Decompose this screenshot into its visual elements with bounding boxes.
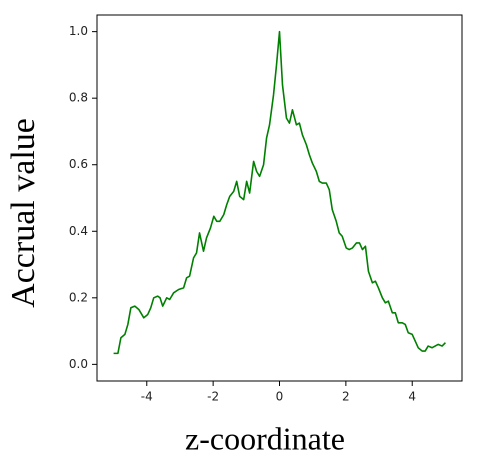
y-tick-label: 1.0: [69, 24, 88, 38]
y-axis-label: Accrual value: [5, 118, 42, 308]
y-tick-label: 0.2: [69, 290, 88, 304]
plot-frame: [96, 14, 463, 382]
x-tick-label: 2: [342, 390, 350, 404]
x-tick-label: 0: [276, 390, 284, 404]
x-tick-label: -4: [141, 390, 153, 404]
y-tick-label: 0.8: [69, 91, 88, 105]
x-tick-label: 4: [408, 390, 416, 404]
x-axis-label: z-coordinate: [185, 420, 345, 456]
y-tick-label: 0.6: [69, 157, 88, 171]
y-tick-label: 0.0: [69, 357, 88, 371]
y-tick-label: 0.4: [69, 224, 88, 238]
data-line: [113, 30, 446, 355]
x-tick-label: -2: [207, 390, 219, 404]
